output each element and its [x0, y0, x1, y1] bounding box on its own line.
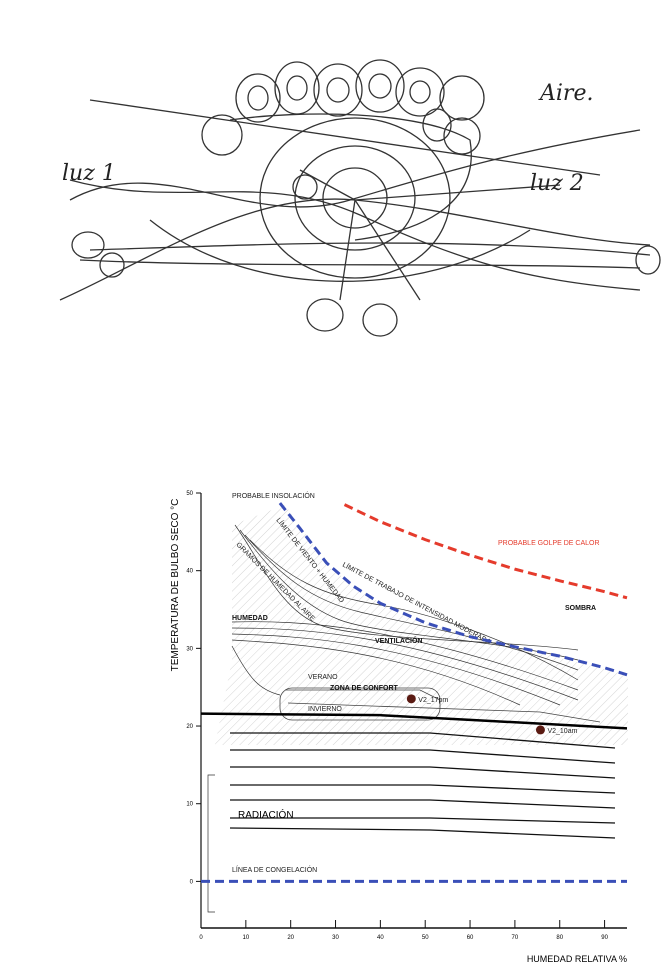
series-line	[278, 502, 628, 677]
x-tick-label: 90	[601, 935, 608, 941]
annotation: INVIERNO	[308, 706, 342, 713]
annotation: SOMBRA	[565, 605, 596, 612]
annotation: HUMEDAD	[232, 615, 268, 622]
x-tick-label: 10	[242, 935, 249, 941]
humidity-curves	[231, 524, 579, 706]
comfort-zone	[279, 687, 601, 723]
y-tick-label: 0	[190, 879, 194, 885]
sketch-drawing	[59, 59, 661, 337]
bracket	[207, 774, 215, 913]
series-label: LÍNEA DE CONGELACIÓN	[232, 865, 317, 874]
y-tick-label: 40	[186, 569, 193, 575]
y-tick-label: 10	[186, 802, 193, 808]
sketch-label: luz 2	[530, 171, 584, 196]
sketch-label: luz 1	[62, 161, 116, 186]
x-axis-label: HUMEDAD RELATIVA %	[527, 954, 627, 964]
x-tick-label: 60	[467, 935, 474, 941]
y-tick-label: 20	[186, 724, 193, 730]
y-tick-label: 30	[186, 646, 193, 652]
annotation: RADIACIÓN	[238, 808, 294, 821]
annotation: PROBABLE INSOLACIÓN	[232, 491, 315, 500]
series-line	[343, 503, 628, 600]
series-label: PROBABLE GOLPE DE CALOR	[498, 540, 600, 547]
point-label: V2_10am	[547, 728, 577, 735]
x-tick-label: 40	[377, 935, 384, 941]
x-tick-label: 30	[332, 935, 339, 941]
x-tick-label: 70	[512, 935, 519, 941]
chart: TEMPERATURA DE BULBO SECO °C HUMEDAD REL…	[170, 491, 628, 964]
annotation: VERANO	[308, 674, 338, 681]
x-tick-label: 20	[287, 935, 294, 941]
annotation: ZONA DE CONFORT	[330, 685, 399, 692]
y-tick-label: 50	[186, 491, 193, 497]
sketch-label: Aire.	[538, 81, 593, 106]
radiation-lines	[229, 732, 616, 839]
x-tick-label: 0	[199, 935, 203, 941]
data-point	[535, 725, 545, 735]
shade-hatch	[215, 505, 628, 745]
sketch: luz 1 Aire. luz 2	[59, 59, 661, 337]
annotation: VENTILACIÓN	[375, 636, 422, 645]
series-line	[200, 712, 628, 730]
x-tick-label: 50	[422, 935, 429, 941]
point-label: V2_17pm	[418, 697, 448, 704]
x-tick-label: 80	[556, 935, 563, 941]
y-axis-label: TEMPERATURA DE BULBO SECO °C	[170, 499, 181, 672]
data-point	[406, 694, 416, 704]
